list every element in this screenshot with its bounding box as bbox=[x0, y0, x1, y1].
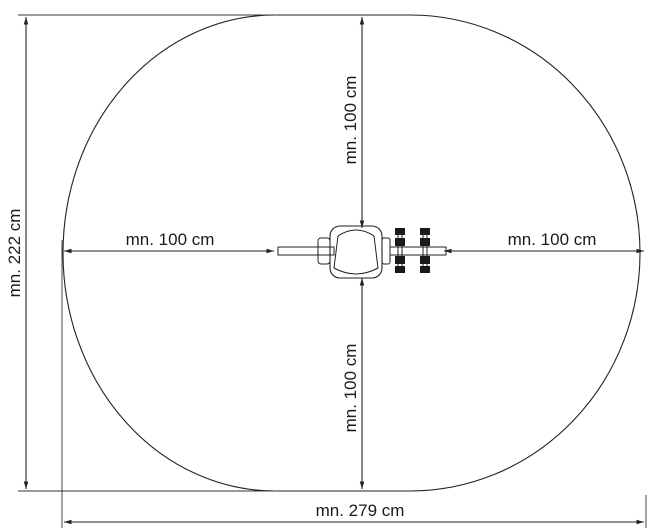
safety-zone-outline bbox=[62, 14, 641, 492]
total-height-label: mn. 222 cm bbox=[5, 209, 24, 298]
top-clearance-label: mn. 100 cm bbox=[341, 76, 360, 165]
handle-right bbox=[420, 228, 430, 273]
handle-left bbox=[395, 228, 405, 273]
equipment-top-view bbox=[277, 225, 447, 279]
left-clearance-label: mn. 100 cm bbox=[126, 230, 215, 249]
equipment-rail bbox=[277, 246, 335, 256]
total-width-label: mn. 279 cm bbox=[316, 501, 405, 520]
right-clearance-label: mn. 100 cm bbox=[508, 230, 597, 249]
equipment-seat bbox=[333, 229, 379, 275]
bottom-clearance-label: mn. 100 cm bbox=[341, 344, 360, 433]
